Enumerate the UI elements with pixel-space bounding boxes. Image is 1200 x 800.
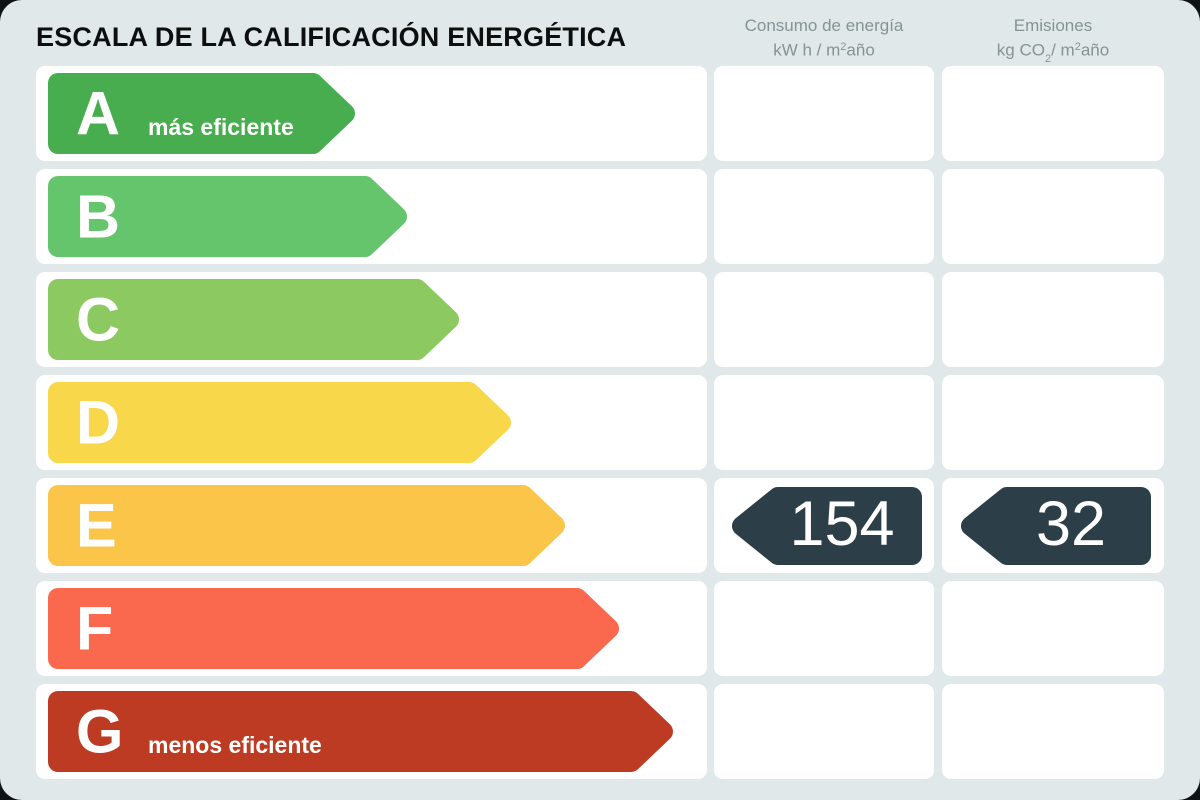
emisiones-cell	[942, 375, 1164, 470]
rating-arrow-icon	[48, 279, 459, 360]
rating-bar-cell: B	[36, 169, 707, 264]
left-arrow-badge-icon	[961, 486, 1151, 565]
rating-letter: D	[76, 388, 121, 456]
rating-bar-cell: F	[36, 581, 707, 676]
consumo-cell: 154	[714, 478, 934, 573]
rating-arrow-icon	[48, 691, 673, 772]
rating-arrow-icon	[48, 588, 619, 669]
emisiones-cell: 32	[942, 478, 1164, 573]
rating-bar-cell: A más eficiente	[36, 66, 707, 161]
rating-bar-cell: G menos eficiente	[36, 684, 707, 779]
rating-letter: G	[76, 697, 124, 765]
left-arrow-badge-icon	[732, 486, 922, 565]
emisiones-cell	[942, 272, 1164, 367]
page-title: ESCALA DE LA CALIFICACIÓN ENERGÉTICA	[36, 22, 627, 52]
rating-letter: C	[76, 285, 121, 353]
rating-bar-cell: D	[36, 375, 707, 470]
rating-letter: E	[76, 491, 117, 559]
consumo-cell	[714, 169, 934, 264]
consumo-badge: 154	[726, 486, 922, 565]
rating-arrow-icon	[48, 382, 511, 463]
emisiones-cell	[942, 581, 1164, 676]
rating-arrow-icon	[48, 73, 355, 154]
emisiones-column-header: Emisiones kg CO2/ m2año	[942, 15, 1164, 68]
consumo-cell	[714, 272, 934, 367]
rating-letter: A	[76, 79, 121, 147]
consumo-cell	[714, 375, 934, 470]
emisiones-cell	[942, 66, 1164, 161]
consumo-cell	[714, 581, 934, 676]
rating-note: menos eficiente	[148, 732, 322, 758]
rating-arrow-icon	[48, 485, 565, 566]
emisiones-value: 32	[1035, 488, 1107, 559]
rating-arrow-icon	[48, 176, 407, 257]
emisiones-cell	[942, 684, 1164, 779]
rating-row-g: G menos eficiente	[0, 684, 1200, 779]
consumo-column-header: Consumo de energía kW h / m2año	[714, 15, 934, 61]
rating-row-d: D	[0, 375, 1200, 470]
rating-bar-cell: C	[36, 272, 707, 367]
consumo-header-unit: kW h / m2año	[773, 40, 875, 60]
emisiones-cell	[942, 169, 1164, 264]
emisiones-badge: 32	[955, 486, 1151, 565]
rating-row-a: A más eficiente	[0, 66, 1200, 161]
rating-note: más eficiente	[148, 114, 294, 140]
consumo-header-title: Consumo de energía	[744, 16, 904, 35]
rating-row-e: E 154 32	[0, 478, 1200, 573]
rating-row-b: B	[0, 169, 1200, 264]
rating-letter: F	[76, 594, 114, 662]
emisiones-header-unit: kg CO2/ m2año	[996, 40, 1110, 66]
rating-bar-cell: E	[36, 478, 707, 573]
consumo-value: 154	[789, 488, 895, 559]
consumo-cell	[714, 684, 934, 779]
rating-rows: A más eficiente B C	[0, 66, 1200, 787]
rating-letter: B	[76, 182, 121, 250]
rating-row-f: F	[0, 581, 1200, 676]
rating-row-c: C	[0, 272, 1200, 367]
emisiones-header-title: Emisiones	[1013, 16, 1093, 35]
consumo-cell	[714, 66, 934, 161]
